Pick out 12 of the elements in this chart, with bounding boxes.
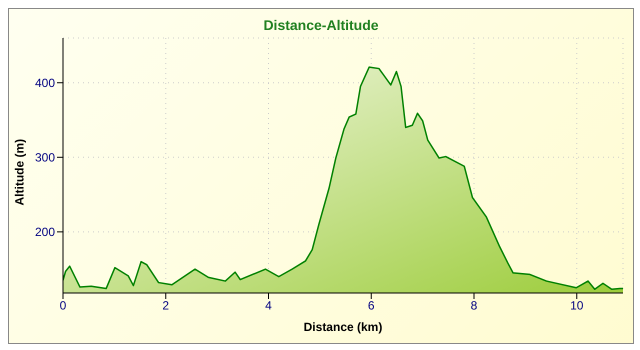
y-tick-label: 200 (34, 225, 56, 240)
x-tick-label: 8 (470, 298, 478, 313)
x-tick-label: 6 (368, 298, 375, 313)
y-tick-label: 300 (34, 150, 56, 165)
x-tick-label: 10 (570, 298, 584, 313)
y-axis-title: Altitude (m) (12, 138, 26, 206)
chart-title: Distance-Altitude (262, 17, 380, 33)
x-tick-label: 2 (162, 298, 170, 313)
y-tick-label: 400 (34, 76, 56, 90)
x-tick-label: 0 (60, 298, 67, 313)
x-tick-label: 4 (265, 298, 272, 313)
x-axis-title: Distance (km) (304, 320, 382, 334)
